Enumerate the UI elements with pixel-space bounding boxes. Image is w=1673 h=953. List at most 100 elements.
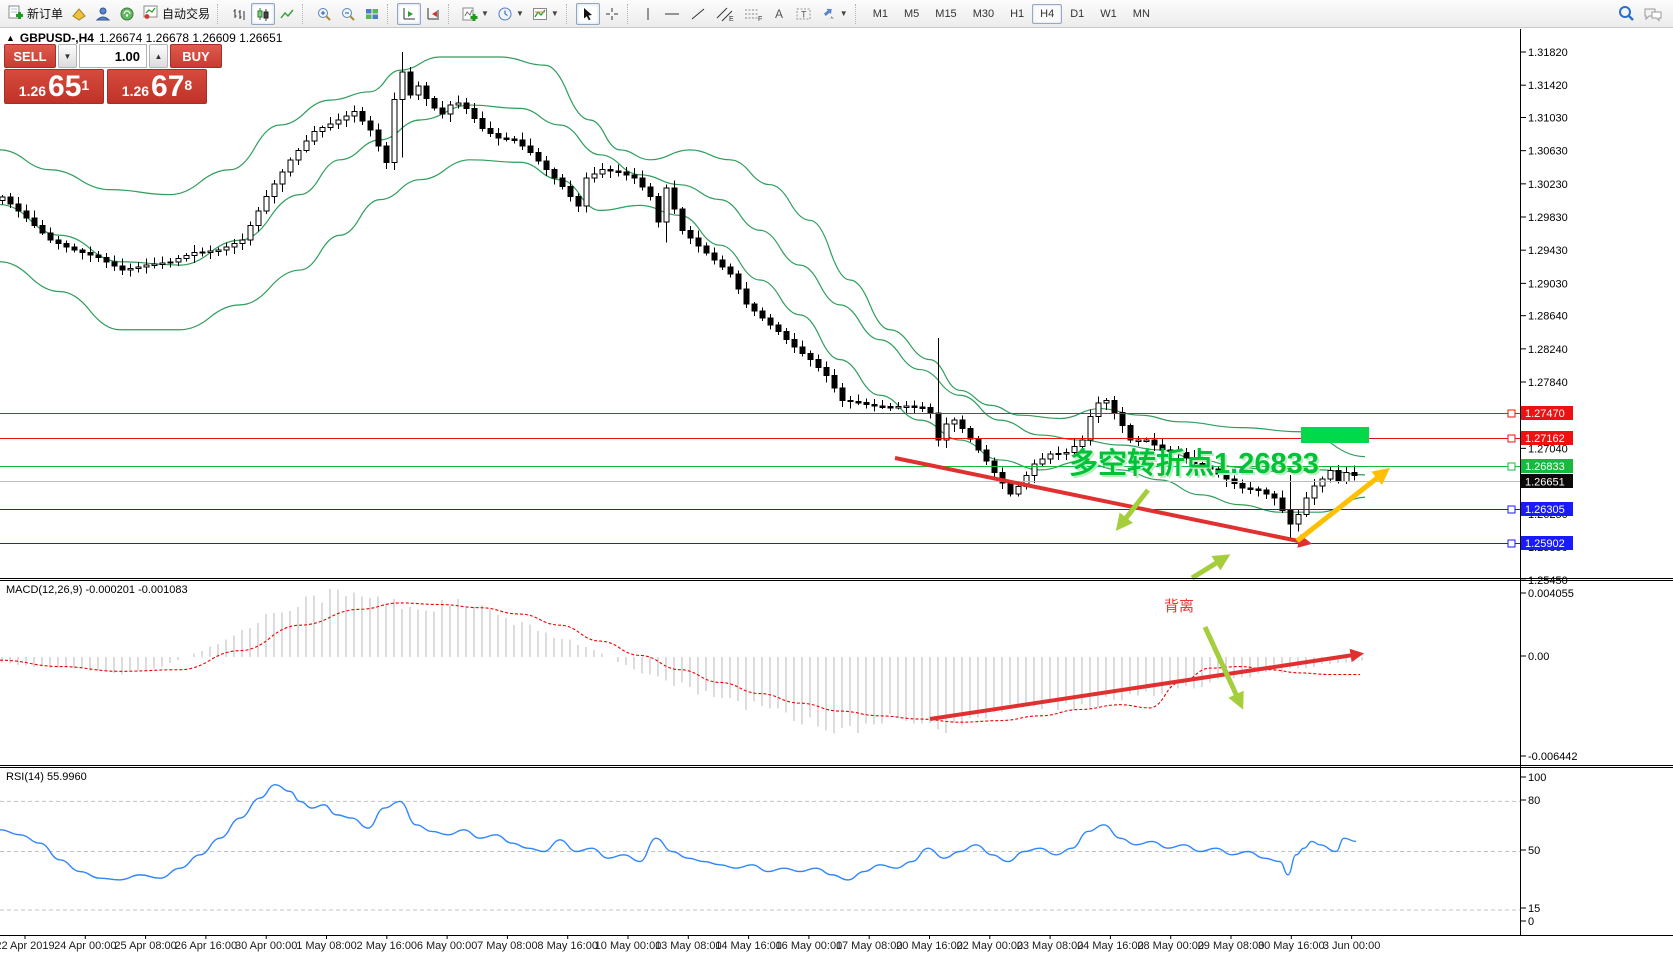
tab-timeframe-mn[interactable]: MN: [1132, 7, 1150, 20]
terminal-icon: [120, 7, 134, 20]
tab-timeframe-m1[interactable]: M1: [872, 7, 888, 20]
level-price-label: 1.27162: [1525, 433, 1565, 445]
line-chart-button[interactable]: [275, 3, 299, 25]
trendline-button[interactable]: [685, 3, 711, 25]
buy-button[interactable]: BUY: [170, 44, 222, 68]
horizontal-line-button[interactable]: [659, 3, 685, 25]
text-label-button[interactable]: T: [791, 3, 817, 25]
arrow-green-b: [1190, 554, 1231, 581]
crosshair-button[interactable]: [600, 3, 624, 25]
arrow-green-a: [1115, 488, 1150, 532]
date-tick-label: 24 Apr 00:00: [54, 940, 116, 952]
price-tick-label: 1.29830: [1528, 212, 1568, 224]
date-tick-label: 3 Jun 00:00: [1323, 940, 1381, 952]
indicators-icon: [462, 7, 478, 21]
chart-shift-button[interactable]: [421, 3, 445, 25]
date-tick-label: 29 May 08:00: [1198, 940, 1265, 952]
symbol-header: ▲ GBPUSD-,H4 1.26674 1.26678 1.26609 1.2…: [6, 31, 282, 45]
autotrading-label: 自动交易: [162, 7, 211, 21]
price-tick-label: 1.31420: [1528, 80, 1568, 92]
fibonacci-button[interactable]: F: [739, 3, 767, 25]
zoom-in-icon: [318, 7, 331, 21]
bar-chart-icon: [233, 8, 245, 20]
tab-timeframe-d1[interactable]: D1: [1070, 7, 1085, 20]
svg-text:E: E: [729, 16, 734, 22]
periods-button[interactable]: ▼: [493, 3, 528, 25]
rsi-panel: [0, 783, 1520, 911]
tab-timeframe-m15[interactable]: M15: [935, 7, 957, 20]
templates-button[interactable]: ▼: [528, 3, 563, 25]
one-click-trading-panel: SELL ▼ ▲ BUY 1.26 65 1 1.26 67 8: [4, 44, 222, 104]
tile-windows-button[interactable]: [360, 3, 384, 25]
new-order-icon: [8, 4, 24, 23]
equidistant-channel-button[interactable]: E: [711, 3, 739, 25]
volume-input[interactable]: [79, 44, 147, 68]
bar-chart-button[interactable]: [227, 3, 251, 25]
ask-main: 1.26: [121, 83, 150, 99]
date-tick-label: 23 May 08:00: [1017, 940, 1084, 952]
price-tick-label: 1.25450: [1528, 575, 1568, 587]
autotrading-button[interactable]: 自动交易: [139, 3, 214, 25]
vertical-line-button[interactable]: [637, 3, 659, 25]
horizontal-level-lines[interactable]: [0, 409, 1520, 548]
arrow-green-macd: [1202, 625, 1244, 710]
crosshair-icon: [605, 7, 618, 20]
chevron-down-icon: ▼: [839, 8, 848, 18]
level-price-label: 1.26305: [1525, 504, 1565, 516]
auto-scroll-icon: [403, 7, 416, 19]
date-tick-label: 13 May 08:00: [655, 940, 722, 952]
cursor-button[interactable]: [575, 2, 600, 25]
line-chart-icon: [280, 9, 294, 18]
text-button[interactable]: A: [767, 3, 791, 25]
zoom-out-button[interactable]: [336, 3, 360, 25]
tab-timeframe-h4[interactable]: H4: [1032, 3, 1063, 24]
tab-timeframe-w1[interactable]: W1: [1100, 7, 1117, 20]
volume-decrease-button[interactable]: ▼: [58, 44, 77, 68]
collapse-panel-icon[interactable]: ▲: [6, 33, 15, 43]
new-order-button[interactable]: 新订单: [4, 3, 67, 25]
divergence-annotation-text[interactable]: 背离: [1164, 598, 1195, 615]
sell-button[interactable]: SELL: [4, 44, 56, 68]
ask-price-display[interactable]: 1.26 67 8: [107, 69, 207, 104]
navigator-icon-button[interactable]: [91, 3, 115, 25]
separator: [565, 3, 573, 24]
indicators-button[interactable]: ▼: [458, 3, 493, 25]
toolbar: 新订单 自动交易 ▼: [0, 0, 1673, 28]
terminal-icon-button[interactable]: [115, 3, 139, 25]
market-watch-icon-button[interactable]: [67, 3, 91, 25]
separator: [217, 3, 224, 24]
separator: [854, 3, 862, 24]
tab-timeframe-m5[interactable]: M5: [904, 7, 920, 20]
candlestick-icon: [257, 7, 269, 21]
level-price-label: 1.25902: [1525, 538, 1565, 550]
date-tick-label: 20 May 16:00: [896, 940, 963, 952]
chat-icon[interactable]: [1643, 6, 1663, 22]
trend-macd: [929, 648, 1365, 721]
search-icon[interactable]: [1618, 5, 1635, 22]
price-tick-label: 1.27040: [1528, 443, 1568, 455]
separator: [387, 3, 394, 24]
ask-big-digits: 67: [151, 70, 185, 103]
drawn-shapes[interactable]: [894, 427, 1391, 721]
svg-text:15: 15: [1528, 903, 1540, 915]
ohlc-values: 1.26674 1.26678 1.26609 1.26651: [98, 31, 283, 45]
volume-increase-button[interactable]: ▲: [149, 44, 168, 68]
macd-indicator-label: MACD(12,26,9) -0.000201 -0.001083: [6, 584, 188, 596]
pivot-annotation-text[interactable]: 多空转折点1.26833: [1069, 448, 1319, 480]
candlestick-chart-button[interactable]: [251, 2, 276, 25]
bid-price-display[interactable]: 1.26 65 1: [4, 69, 104, 104]
chart-frame: [0, 29, 1673, 936]
auto-scroll-button[interactable]: [397, 2, 422, 25]
green-highlight-rect: [1301, 427, 1369, 443]
candles: [0, 52, 1358, 542]
svg-text:0: 0: [1528, 916, 1534, 928]
arrows-button[interactable]: ▼: [817, 3, 852, 25]
tab-timeframe-h1[interactable]: H1: [1010, 7, 1025, 20]
zoom-in-button[interactable]: [312, 3, 336, 25]
svg-text:-0.006442: -0.006442: [1528, 751, 1578, 763]
trend-main: [894, 456, 1312, 548]
tab-timeframe-m30[interactable]: M30: [972, 7, 995, 20]
date-tick-label: 25 Apr 08:00: [114, 940, 176, 952]
